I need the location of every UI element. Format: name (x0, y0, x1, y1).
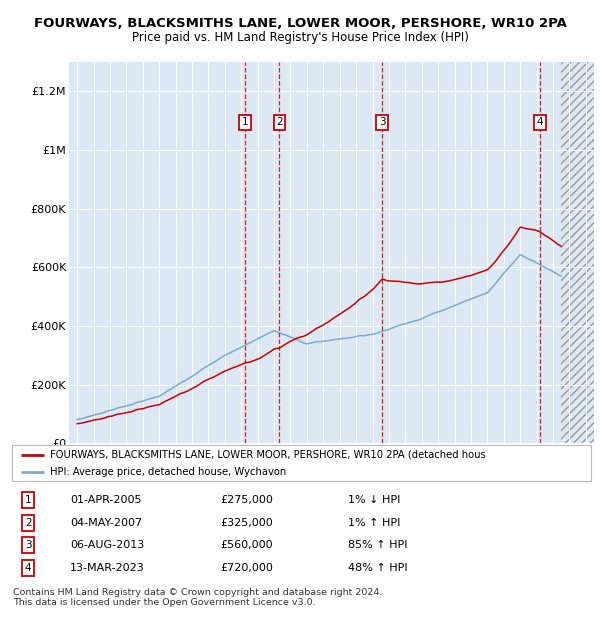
Text: 04-MAY-2007: 04-MAY-2007 (70, 518, 142, 528)
Text: £275,000: £275,000 (220, 495, 274, 505)
Text: 2: 2 (25, 518, 32, 528)
Text: 3: 3 (379, 117, 385, 127)
Text: 1: 1 (242, 117, 248, 127)
Text: 1% ↓ HPI: 1% ↓ HPI (348, 495, 400, 505)
Text: £720,000: £720,000 (220, 563, 274, 573)
Text: FOURWAYS, BLACKSMITHS LANE, LOWER MOOR, PERSHORE, WR10 2PA (detached hous: FOURWAYS, BLACKSMITHS LANE, LOWER MOOR, … (50, 450, 485, 459)
Text: 85% ↑ HPI: 85% ↑ HPI (348, 540, 407, 550)
Text: 1% ↑ HPI: 1% ↑ HPI (348, 518, 400, 528)
Text: £560,000: £560,000 (220, 540, 273, 550)
Text: 1: 1 (25, 495, 32, 505)
Text: Contains HM Land Registry data © Crown copyright and database right 2024.
This d: Contains HM Land Registry data © Crown c… (13, 588, 383, 607)
Text: 4: 4 (536, 117, 543, 127)
Text: 01-APR-2005: 01-APR-2005 (70, 495, 142, 505)
Text: HPI: Average price, detached house, Wychavon: HPI: Average price, detached house, Wych… (50, 467, 286, 477)
Text: 06-AUG-2013: 06-AUG-2013 (70, 540, 144, 550)
Text: 2: 2 (276, 117, 283, 127)
Text: £325,000: £325,000 (220, 518, 273, 528)
Text: FOURWAYS, BLACKSMITHS LANE, LOWER MOOR, PERSHORE, WR10 2PA: FOURWAYS, BLACKSMITHS LANE, LOWER MOOR, … (34, 17, 566, 30)
Text: 48% ↑ HPI: 48% ↑ HPI (348, 563, 407, 573)
Text: 4: 4 (25, 563, 32, 573)
Text: 3: 3 (25, 540, 32, 550)
Text: Price paid vs. HM Land Registry's House Price Index (HPI): Price paid vs. HM Land Registry's House … (131, 31, 469, 44)
Text: 13-MAR-2023: 13-MAR-2023 (70, 563, 145, 573)
Bar (561, 62, 594, 443)
